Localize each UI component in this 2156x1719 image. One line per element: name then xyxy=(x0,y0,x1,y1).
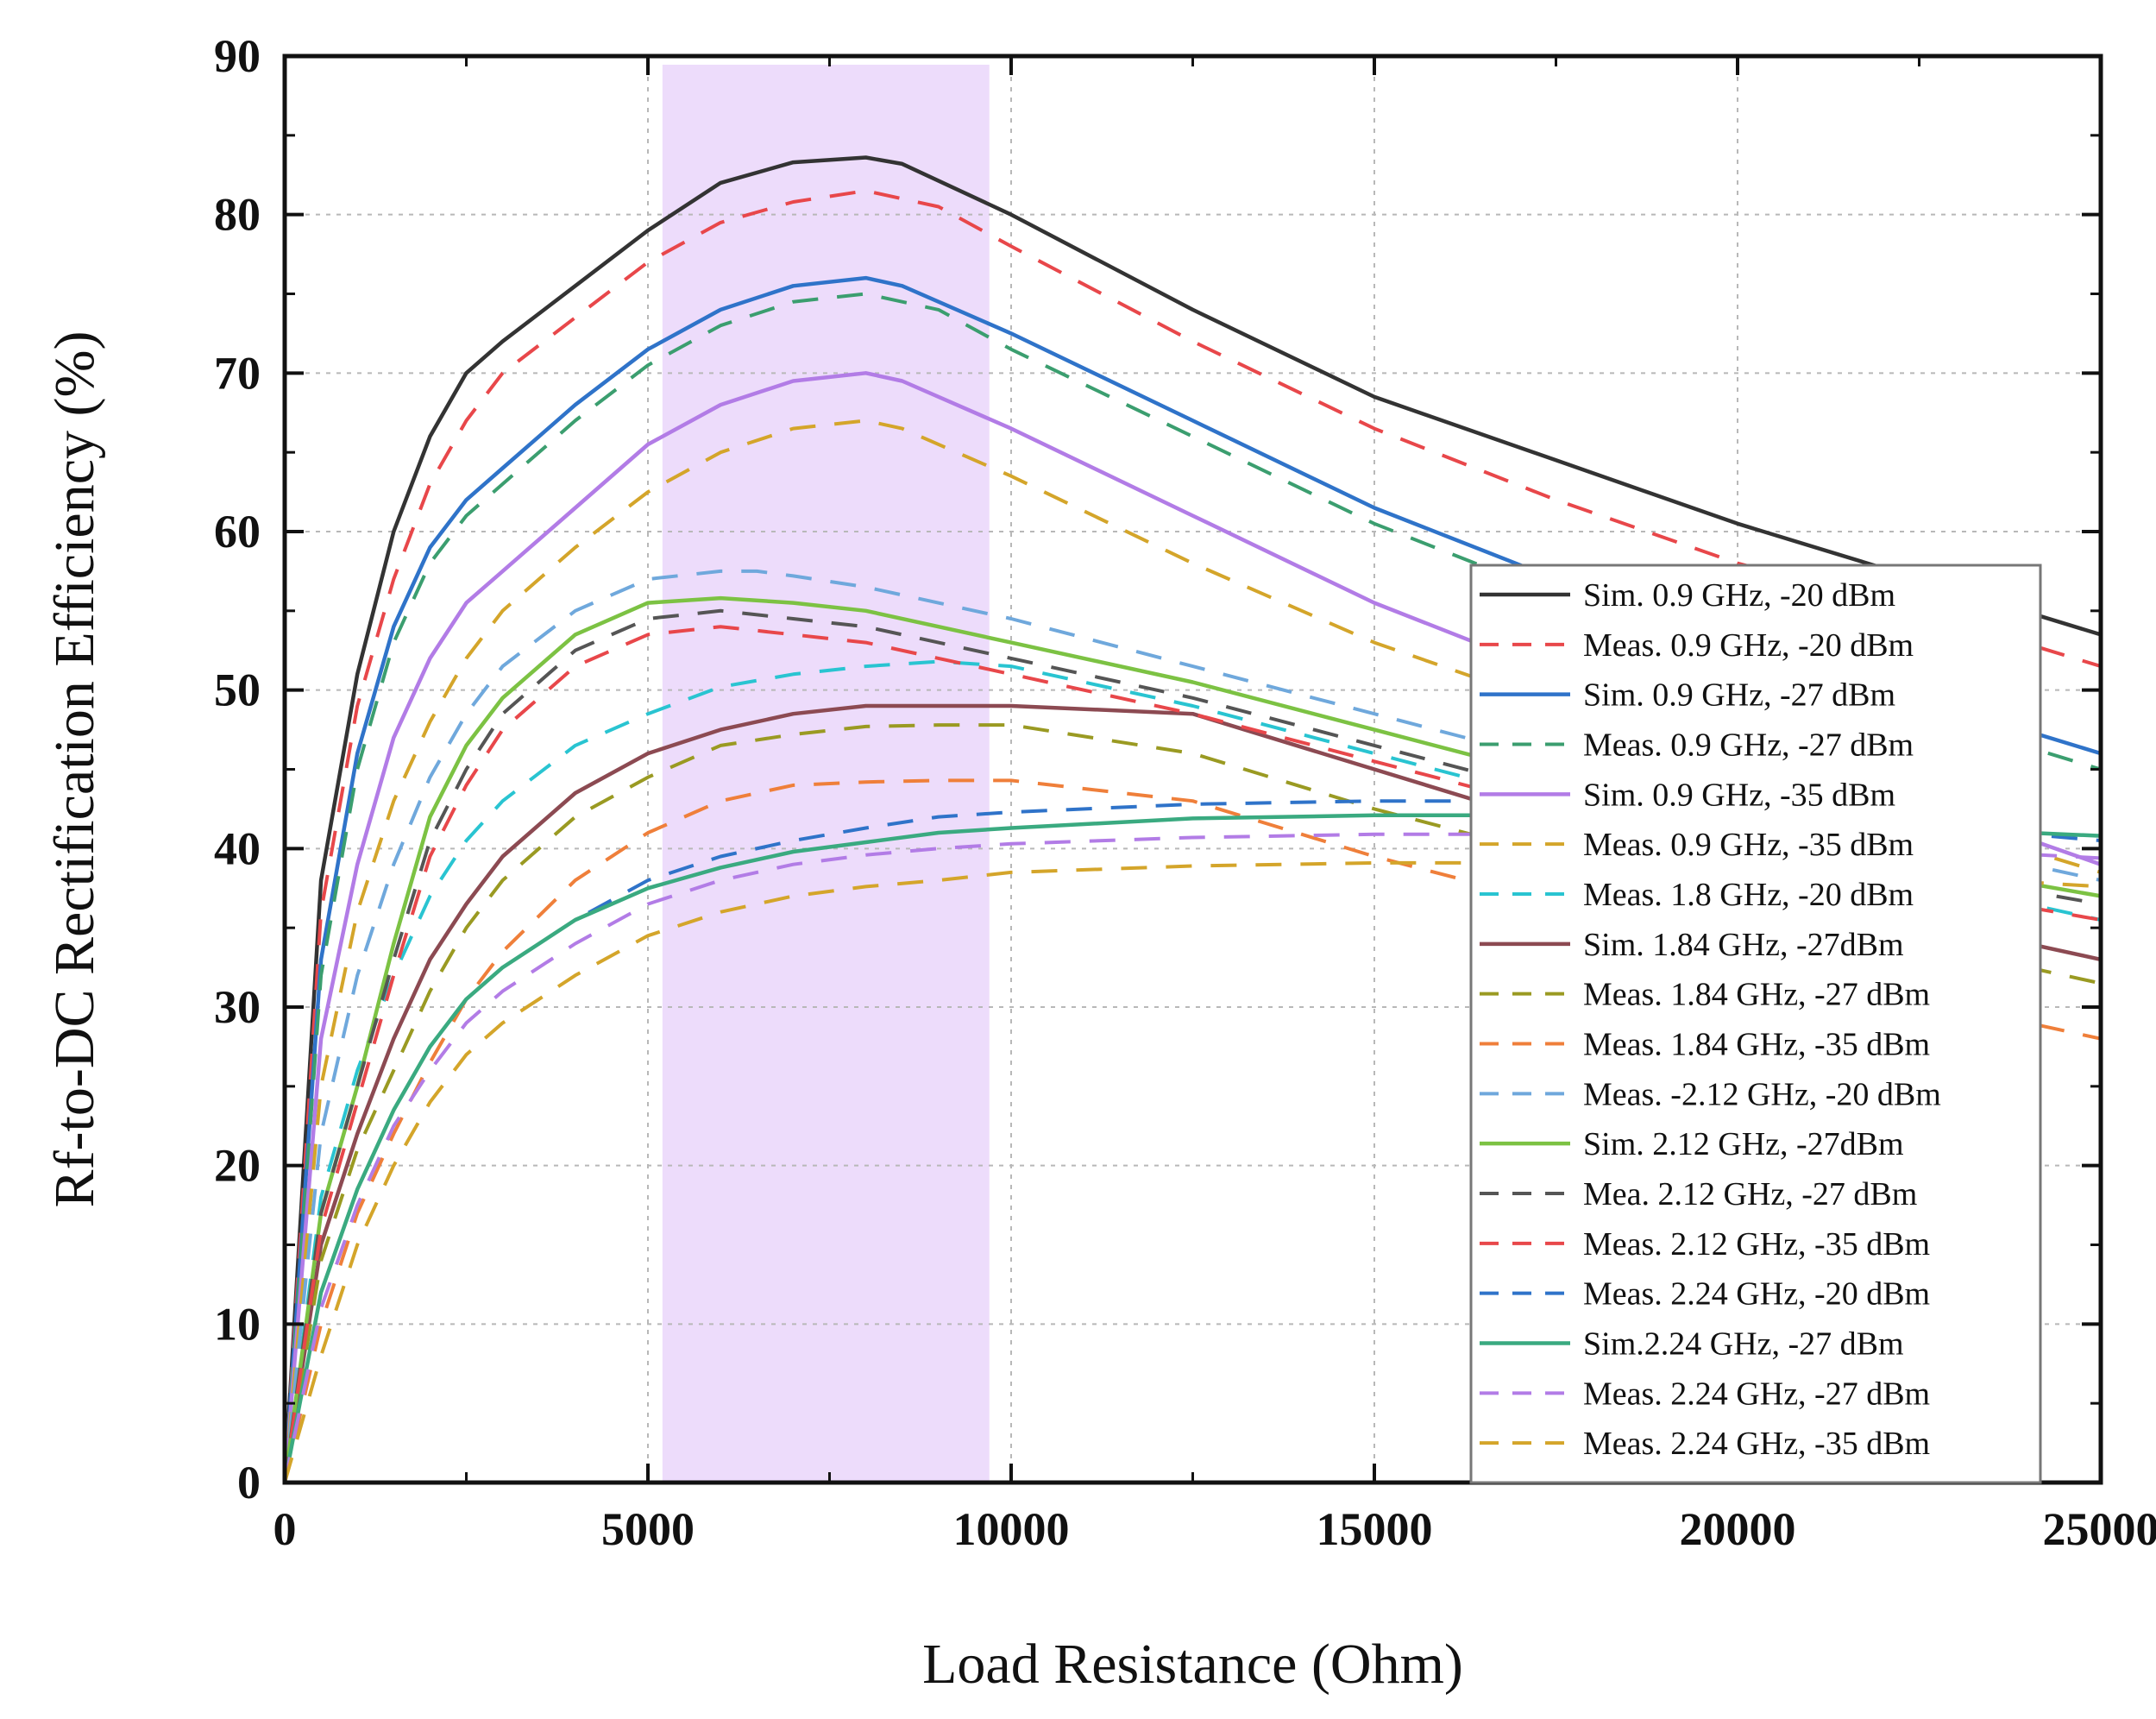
legend-label: Meas. 0.9 GHz, -20 dBm xyxy=(1583,627,1914,664)
legend-label: Sim. 0.9 GHz, -35 dBm xyxy=(1583,777,1895,813)
y-tick-label: 40 xyxy=(214,822,261,874)
legend-label: Sim. 0.9 GHz, -20 dBm xyxy=(1583,577,1895,614)
y-tick-label: 70 xyxy=(214,347,261,399)
series-line-1 xyxy=(282,155,2102,1483)
legend-label: Meas. 2.24 GHz, -20 dBm xyxy=(1583,1276,1930,1313)
legend-label: Meas. 2.24 GHz, -35 dBm xyxy=(1583,1426,1930,1462)
legend: Sim. 0.9 GHz, -20 dBm Meas. 0.9 GHz, -20 … xyxy=(1469,564,2042,1484)
y-tick-label: 20 xyxy=(214,1140,261,1192)
y-axis-title: Rf-to-DC Rectification Efficiency (%) xyxy=(43,331,106,1208)
legend-label: Sim. 2.12 GHz, -27dBm xyxy=(1583,1126,1904,1162)
series-line-2 xyxy=(283,189,2102,1483)
legend-label: Meas. 0.9 GHz, -27 dBm xyxy=(1583,727,1914,764)
legend-label: Sim. 0.9 GHz, -27 dBm xyxy=(1583,677,1895,714)
y-tick-label: 50 xyxy=(214,664,261,716)
x-tick-label: 20000 xyxy=(1680,1503,1796,1555)
legend-label: Meas. 0.9 GHz, -35 dBm xyxy=(1583,827,1914,863)
x-tick-label: 15000 xyxy=(1317,1503,1433,1555)
x-tick-label: 0 xyxy=(273,1503,297,1555)
y-tick-label: 0 xyxy=(237,1457,261,1508)
legend-label: Sim. 1.84 GHz, -27dBm xyxy=(1583,927,1904,963)
legend-label: Meas. 2.12 GHz, -35 dBm xyxy=(1583,1226,1930,1262)
x-axis-title: Load Resistance (Ohm) xyxy=(922,1633,1463,1696)
legend-label: Sim.2.24 GHz, -27 dBm xyxy=(1583,1326,1904,1363)
legend-label: Meas. -2.12 GHz, -20 dBm xyxy=(1583,1076,1941,1112)
y-tick-label: 60 xyxy=(214,506,261,557)
legend-label: Meas. 2.24 GHz, -27 dBm xyxy=(1583,1376,1930,1412)
x-tick-label: 10000 xyxy=(953,1503,1070,1555)
series-line-11 xyxy=(283,569,2102,1483)
y-tick-label: 10 xyxy=(214,1298,261,1350)
legend-label: Meas. 1.84 GHz, -27 dBm xyxy=(1583,977,1930,1013)
x-tick-label: 25000 xyxy=(2043,1503,2156,1555)
y-tick-label: 30 xyxy=(214,981,261,1033)
legend-label: Mea. 2.12 GHz, -27 dBm xyxy=(1583,1176,1917,1212)
x-tick-label: 5000 xyxy=(601,1503,695,1555)
series-line-6 xyxy=(283,419,2102,1483)
series-line-13 xyxy=(283,608,2102,1483)
series-line-4 xyxy=(283,292,2102,1483)
series-line-17 xyxy=(283,832,2102,1483)
y-tick-label: 80 xyxy=(214,189,261,241)
highlight-band xyxy=(662,65,990,1483)
tick-labels: 0 5000 10000 15000 20000 25000 0 10 20 30 40 50 60 70… xyxy=(214,30,2156,1555)
y-tick-label: 90 xyxy=(214,30,261,82)
legend-label: Meas. 1.8 GHz, -20 dBm xyxy=(1583,877,1914,913)
legend-label: Meas. 1.84 GHz, -35 dBm xyxy=(1583,1027,1930,1063)
legend-box xyxy=(1469,564,2042,1484)
